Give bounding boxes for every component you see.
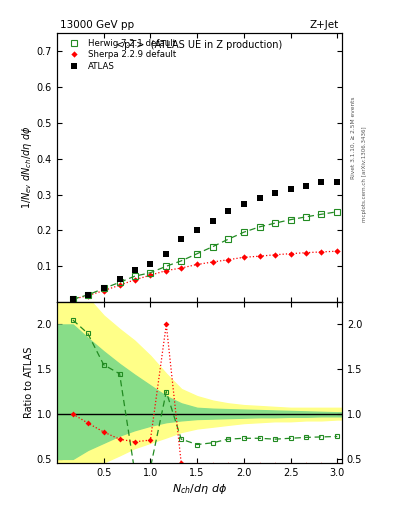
- Herwig 7.2.1 default: [335, 209, 340, 215]
- Legend: Herwig 7.2.1 default, Sherpa 2.2.9 default, ATLAS: Herwig 7.2.1 default, Sherpa 2.2.9 defau…: [61, 37, 179, 73]
- ATLAS: [117, 275, 122, 282]
- Herwig 7.2.1 default: [164, 263, 169, 269]
- X-axis label: $N_{ch}/d\eta\ d\phi$: $N_{ch}/d\eta\ d\phi$: [172, 482, 227, 497]
- ATLAS: [335, 179, 340, 185]
- Sherpa 2.2.9 default: [164, 267, 169, 273]
- Sherpa 2.2.9 default: [101, 288, 106, 294]
- Herwig 7.2.1 default: [272, 220, 277, 226]
- Sherpa 2.2.9 default: [241, 254, 246, 260]
- Sherpa 2.2.9 default: [211, 259, 215, 265]
- Herwig 7.2.1 default: [226, 237, 230, 243]
- Herwig 7.2.1 default: [101, 285, 106, 291]
- Text: Z+Jet: Z+Jet: [310, 20, 339, 30]
- Sherpa 2.2.9 default: [257, 253, 262, 259]
- Line: Sherpa 2.2.9 default: Sherpa 2.2.9 default: [71, 249, 340, 302]
- Text: mcplots.cern.ch [arXiv:1306.3436]: mcplots.cern.ch [arXiv:1306.3436]: [362, 126, 367, 222]
- ATLAS: [241, 200, 246, 206]
- Herwig 7.2.1 default: [304, 214, 309, 220]
- ATLAS: [319, 179, 324, 185]
- Herwig 7.2.1 default: [319, 211, 324, 217]
- Sherpa 2.2.9 default: [288, 250, 293, 257]
- Herwig 7.2.1 default: [211, 243, 215, 249]
- Sherpa 2.2.9 default: [195, 261, 200, 267]
- Herwig 7.2.1 default: [70, 296, 75, 302]
- ATLAS: [85, 292, 90, 298]
- ATLAS: [164, 250, 169, 257]
- ATLAS: [101, 285, 106, 291]
- Sherpa 2.2.9 default: [304, 249, 309, 255]
- Sherpa 2.2.9 default: [148, 272, 153, 279]
- Herwig 7.2.1 default: [288, 217, 293, 223]
- Y-axis label: Ratio to ATLAS: Ratio to ATLAS: [24, 347, 34, 418]
- ATLAS: [211, 218, 215, 224]
- Text: Rivet 3.1.10, ≥ 2.5M events: Rivet 3.1.10, ≥ 2.5M events: [351, 97, 356, 180]
- Line: Herwig 7.2.1 default: Herwig 7.2.1 default: [70, 209, 340, 302]
- Herwig 7.2.1 default: [195, 250, 200, 257]
- ATLAS: [179, 237, 184, 243]
- ATLAS: [148, 261, 153, 267]
- Sherpa 2.2.9 default: [226, 257, 230, 263]
- Herwig 7.2.1 default: [85, 292, 90, 298]
- Sherpa 2.2.9 default: [272, 252, 277, 258]
- Y-axis label: $1/N_{ev}\ dN_{ch}/d\eta\ d\phi$: $1/N_{ev}\ dN_{ch}/d\eta\ d\phi$: [20, 126, 34, 209]
- ATLAS: [257, 195, 262, 201]
- Sherpa 2.2.9 default: [179, 265, 184, 271]
- Sherpa 2.2.9 default: [85, 292, 90, 298]
- Herwig 7.2.1 default: [241, 229, 246, 236]
- Herwig 7.2.1 default: [257, 224, 262, 230]
- Sherpa 2.2.9 default: [70, 296, 75, 302]
- Line: ATLAS: ATLAS: [70, 179, 340, 303]
- Text: <pT>  (ATLAS UE in Z production): <pT> (ATLAS UE in Z production): [116, 40, 283, 50]
- Text: 13000 GeV pp: 13000 GeV pp: [60, 20, 134, 30]
- ATLAS: [226, 208, 230, 214]
- ATLAS: [288, 186, 293, 192]
- Herwig 7.2.1 default: [117, 280, 122, 286]
- Sherpa 2.2.9 default: [132, 277, 137, 283]
- ATLAS: [195, 227, 200, 233]
- ATLAS: [272, 189, 277, 196]
- Sherpa 2.2.9 default: [335, 248, 340, 254]
- ATLAS: [132, 267, 137, 273]
- Herwig 7.2.1 default: [132, 273, 137, 280]
- Herwig 7.2.1 default: [179, 258, 184, 264]
- ATLAS: [70, 296, 75, 302]
- Sherpa 2.2.9 default: [117, 282, 122, 288]
- ATLAS: [304, 183, 309, 189]
- Sherpa 2.2.9 default: [319, 249, 324, 255]
- Herwig 7.2.1 default: [148, 270, 153, 276]
